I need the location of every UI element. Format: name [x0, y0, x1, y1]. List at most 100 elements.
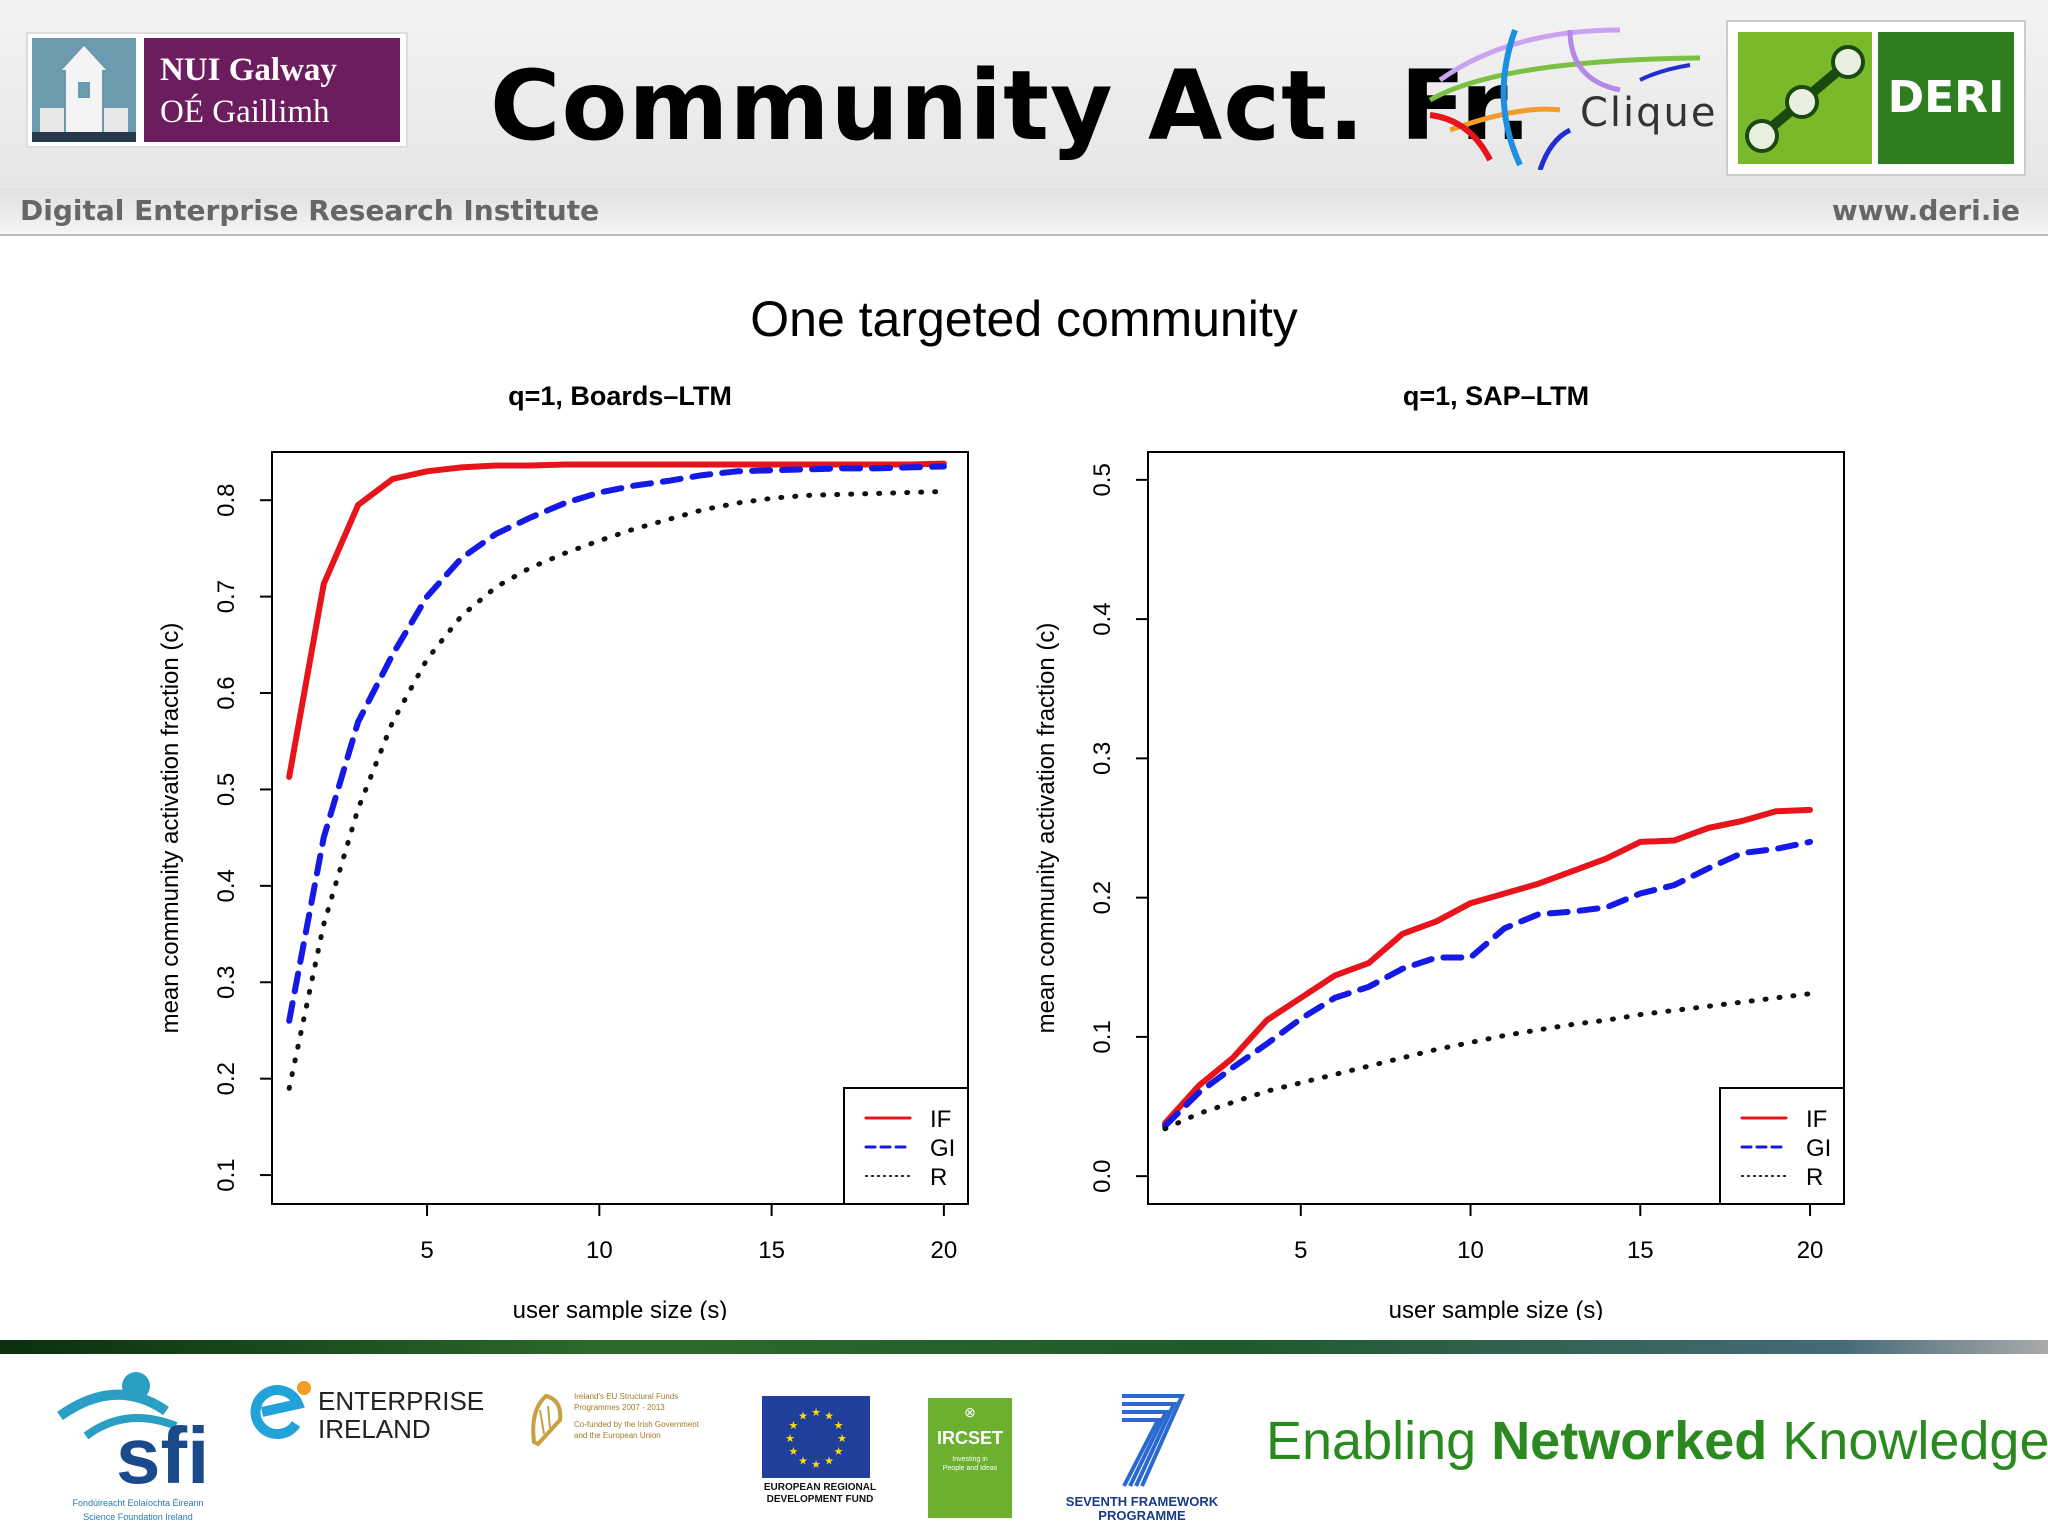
ndp-line2: Programmes 2007 - 2013	[574, 1403, 665, 1412]
sfi-caption-irish: Fondúireacht Eolaíochta Éireann	[72, 1498, 204, 1508]
sfi-wordmark: sfi	[116, 1411, 210, 1500]
slide-title: Community Act. Fr.	[490, 50, 1533, 162]
nui-name-english: NUI Galway	[160, 52, 337, 88]
tower-icon	[32, 38, 136, 142]
ei-line1: ENTERPRISE	[318, 1386, 485, 1416]
deri-wordmark: DERI	[1878, 32, 2014, 164]
x-tick-label: 15	[758, 1237, 785, 1264]
y-tick-label: 0.1	[213, 1158, 240, 1191]
legend-label-if: IF	[930, 1106, 951, 1133]
eu-star-icon: ★	[824, 1410, 834, 1422]
institute-name: Digital Enterprise Research Institute	[20, 194, 600, 227]
ndp-logo: Ireland's EU Structural Funds Programmes…	[526, 1390, 716, 1460]
ei-line2: IRELAND	[318, 1414, 431, 1444]
y-tick-label: 0.4	[213, 869, 240, 902]
y-tick-label: 0.0	[1089, 1159, 1116, 1192]
tagline-part1: Enabling	[1266, 1411, 1492, 1471]
plot-frame	[271, 451, 969, 1205]
y-tick-label: 0.3	[213, 966, 240, 999]
series-line-if	[1162, 806, 1813, 1127]
harp-icon	[531, 1393, 563, 1447]
legend-label-r: R	[930, 1164, 947, 1191]
y-tick-label: 0.5	[1089, 463, 1116, 496]
sfi-caption-english: Science Foundation Ireland	[83, 1512, 193, 1522]
y-tick-label: 0.2	[1089, 881, 1116, 914]
series-line-r	[1162, 991, 1813, 1132]
eu-star-icon: ★	[837, 1433, 847, 1445]
chart-boards-ltm: q=1, Boards–LTM 5 10 15 20 0.1 0.2 0.3 0.4 0.5 0.6…	[157, 381, 969, 1320]
legend-label-if: IF	[1806, 1106, 1827, 1133]
enterprise-ireland-e-icon	[250, 1381, 311, 1440]
eu-star-icon: ★	[824, 1456, 834, 1468]
ircset-tagline1: Investing in	[952, 1456, 988, 1463]
eu-star-icon: ★	[789, 1420, 799, 1432]
eu-star-icon: ★	[834, 1446, 844, 1458]
legend-label-r: R	[1806, 1164, 1823, 1191]
chart-sap-ltm: q=1, SAP–LTM 5 10 15 20 0.0 0.1 0.2 0.3 0.4 0.5 use…	[1033, 381, 1845, 1320]
eu-star-icon: ★	[798, 1410, 808, 1422]
eu-star-icon: ★	[811, 1407, 821, 1419]
tagline-part3: Knowledge	[1767, 1411, 2048, 1471]
y-tick-label: 0.6	[213, 676, 240, 709]
sfi-logo: sfi Fondúireacht Eolaíochta Éireann Scie…	[56, 1366, 210, 1526]
legend-label-gi: GI	[1806, 1135, 1831, 1162]
y-tick-label: 0.4	[1089, 602, 1116, 635]
fp7-line2: PROGRAMME	[1098, 1508, 1186, 1523]
header-bar: NUI Galway OÉ Gaillimh Community Act. Fr…	[0, 0, 2048, 188]
fp7-line1: SEVENTH FRAMEWORK	[1065, 1494, 1219, 1509]
fp7-logo: SEVENTH FRAMEWORK PROGRAMME	[1062, 1390, 1222, 1526]
chart-title: q=1, SAP–LTM	[1403, 381, 1589, 411]
chart-title: q=1, Boards–LTM	[508, 381, 732, 411]
ndp-line4: and the European Union	[574, 1431, 661, 1440]
x-tick-label: 5	[420, 1237, 433, 1264]
ndp-line1: Ireland's EU Structural Funds	[574, 1392, 679, 1401]
ircset-mark-icon: ⊗	[964, 1404, 976, 1420]
y-tick-label: 0.5	[213, 773, 240, 806]
x-tick-label: 10	[1457, 1237, 1484, 1264]
series-line-gi	[286, 463, 947, 1024]
y-tick-label: 0.2	[213, 1062, 240, 1095]
eu-star-icon: ★	[785, 1433, 795, 1445]
fp7-seven-icon	[1122, 1394, 1186, 1487]
eu-star-icon: ★	[789, 1446, 799, 1458]
nui-name-irish: OÉ Gaillimh	[160, 94, 330, 130]
series-line-r	[286, 489, 947, 1091]
footer-divider	[0, 1340, 2048, 1354]
x-tick-label: 20	[931, 1237, 958, 1264]
website-link[interactable]: www.deri.ie	[1831, 194, 2020, 227]
legend-label-gi: GI	[930, 1135, 955, 1162]
y-axis-label: mean community activation fraction (c)	[1033, 623, 1060, 1034]
nui-wordmark: NUI Galway OÉ Gaillimh	[144, 38, 400, 142]
enterprise-ireland-logo: ENTERPRISE IRELAND	[248, 1378, 484, 1458]
erdf-line2: DEVELOPMENT FUND	[766, 1494, 874, 1505]
clique-logo	[1428, 27, 1701, 170]
y-tick-label: 0.7	[213, 580, 240, 613]
ircset-wordmark: IRCSET	[936, 1428, 1003, 1448]
ircset-logo: ⊗ IRCSET Investing in People and Ideas	[928, 1398, 1012, 1518]
tagline-part2: Networked	[1491, 1411, 1768, 1471]
y-tick-label: 0.8	[213, 484, 240, 517]
plot-frame	[1147, 451, 1845, 1205]
x-axis-label: user sample size (s)	[1389, 1297, 1604, 1320]
network-icon	[1738, 32, 1872, 164]
erdf-logo: ★ ★ ★ ★ ★ ★ ★ ★ ★ ★ ★ ★ EUROPEAN REGIONAL DEVELOPME…	[762, 1396, 882, 1506]
x-tick-label: 15	[1627, 1237, 1654, 1264]
x-tick-label: 5	[1294, 1237, 1307, 1264]
y-tick-label: 0.1	[1089, 1020, 1116, 1053]
x-axis-label: user sample size (s)	[513, 1297, 728, 1320]
y-axis-label: mean community activation fraction (c)	[157, 623, 184, 1034]
eu-star-icon: ★	[834, 1420, 844, 1432]
nui-galway-logo: NUI Galway OÉ Gaillimh	[26, 32, 408, 148]
eu-star-icon: ★	[811, 1459, 821, 1471]
x-tick-label: 20	[1797, 1237, 1824, 1264]
eu-star-icon: ★	[798, 1456, 808, 1468]
ircset-tagline2: People and Ideas	[942, 1465, 998, 1472]
eu-flag-icon: ★★★★★★★★★ ★ ★★	[762, 1396, 870, 1478]
series-line-gi	[1162, 838, 1813, 1129]
erdf-line1: EUROPEAN REGIONAL	[763, 1482, 877, 1493]
sfi-wave-icon	[57, 1372, 178, 1440]
ndp-line3: Co-funded by the Irish Government	[574, 1420, 699, 1429]
series-line-if	[286, 460, 947, 780]
clique-label: Clique	[1580, 90, 1718, 136]
x-tick-label: 10	[586, 1237, 613, 1264]
